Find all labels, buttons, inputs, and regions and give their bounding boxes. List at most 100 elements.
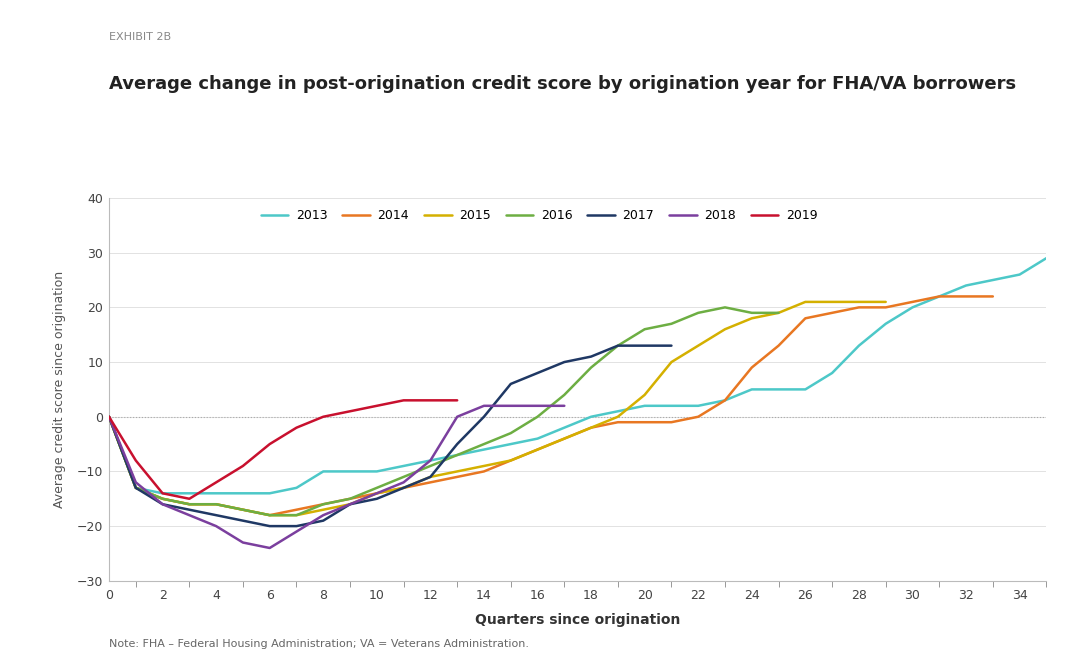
2017 [209,512,222,519]
2016 [263,512,276,519]
2013 [558,424,571,432]
Y-axis label: Average credit score since origination: Average credit score since origination [53,271,66,508]
2013 [531,435,544,443]
2019 [290,424,303,432]
2013 [825,369,838,377]
2017 [156,500,169,508]
2013 [371,467,384,475]
2017 [531,369,544,377]
2013 [1040,254,1053,262]
2018 [424,457,437,465]
2017 [665,342,678,350]
2015 [317,506,330,513]
2018 [371,489,384,497]
2019 [183,495,196,503]
2016 [638,325,651,333]
2015 [799,298,812,306]
2013 [450,451,463,459]
2014 [505,457,518,465]
X-axis label: Quarters since origination: Quarters since origination [475,613,680,627]
2014 [772,342,785,350]
2016 [531,412,544,420]
2014 [317,500,330,508]
2013 [584,412,597,420]
2014 [638,418,651,426]
2016 [477,440,490,448]
2018 [209,522,222,530]
2016 [718,304,731,312]
2017 [505,380,518,388]
2016 [424,462,437,470]
2018 [102,412,116,420]
2015 [611,412,625,420]
2018 [183,512,196,519]
2018 [477,402,490,410]
2019 [397,397,410,405]
Line: 2017: 2017 [109,346,671,526]
2013 [611,407,625,415]
2017 [371,495,384,503]
2013 [799,385,812,393]
2016 [772,309,785,317]
2014 [130,484,143,492]
2016 [397,473,410,481]
2018 [263,544,276,552]
2013 [772,385,785,393]
2016 [130,484,143,492]
2018 [290,527,303,535]
2015 [531,446,544,453]
2016 [505,429,518,437]
2015 [477,462,490,470]
Line: 2016: 2016 [109,308,778,515]
2014 [799,314,812,322]
2016 [156,495,169,503]
2016 [746,309,759,317]
2016 [209,500,222,508]
2015 [665,358,678,366]
2015 [880,298,893,306]
2014 [959,292,972,300]
2015 [209,500,222,508]
2017 [397,484,410,492]
2018 [397,478,410,486]
2013 [209,489,222,497]
2013 [1013,271,1026,279]
2014 [746,364,759,372]
2015 [343,500,356,508]
2016 [371,484,384,492]
2013 [102,412,116,420]
2017 [183,506,196,513]
2016 [183,500,196,508]
2019 [424,397,437,405]
2014 [424,478,437,486]
2014 [718,397,731,405]
2018 [505,402,518,410]
2016 [558,391,571,399]
2018 [450,412,463,420]
2014 [584,424,597,432]
2018 [343,500,356,508]
2014 [371,489,384,497]
2016 [450,451,463,459]
2018 [237,539,250,546]
2015 [852,298,865,306]
2017 [558,358,571,366]
2013 [959,282,972,290]
2013 [718,397,731,405]
2013 [424,457,437,465]
2015 [424,473,437,481]
2013 [746,385,759,393]
2013 [665,402,678,410]
2019 [317,412,330,420]
2015 [505,457,518,465]
2013 [852,342,865,350]
2014 [558,435,571,443]
2014 [450,473,463,481]
2019 [343,407,356,415]
2015 [237,506,250,513]
Line: 2015: 2015 [109,302,886,515]
2017 [611,342,625,350]
2013 [880,320,893,328]
2013 [505,440,518,448]
Legend: 2013, 2014, 2015, 2016, 2017, 2018, 2019: 2013, 2014, 2015, 2016, 2017, 2018, 2019 [256,204,823,227]
